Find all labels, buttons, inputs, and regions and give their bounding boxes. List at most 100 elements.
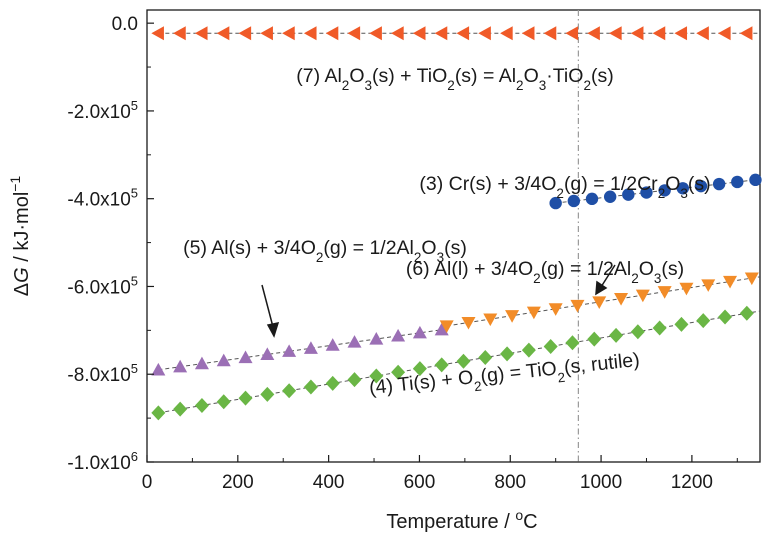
y-tick-label: 0.0 — [112, 14, 138, 35]
x-tick-label: 400 — [313, 472, 345, 493]
data-point — [391, 26, 404, 41]
data-point — [461, 316, 476, 330]
data-point — [570, 299, 585, 313]
data-point — [676, 182, 690, 195]
data-point — [347, 372, 362, 388]
data-point — [565, 26, 579, 41]
data-point — [696, 313, 711, 329]
ticks-layer: 0 200 400 600 800 1000 1200 0.0 -2.0x105 -4.0x105… — [67, 14, 738, 493]
data-point — [325, 26, 339, 41]
data-point — [434, 357, 449, 373]
data-point — [260, 386, 275, 402]
series-3 — [151, 322, 449, 376]
y-tick-label: -8.0x105 — [67, 361, 138, 386]
series-1 — [151, 26, 760, 41]
data-point — [434, 322, 449, 336]
data-point — [567, 194, 581, 208]
arrow-al-solid — [261, 284, 280, 338]
equation-label-2: (3) Cr(s) + 3/4O2(g) = 1/2Cr2O3(s) — [419, 173, 710, 201]
data-point — [194, 356, 209, 370]
data-point — [303, 26, 317, 41]
data-point — [216, 26, 230, 41]
data-point — [369, 368, 384, 384]
data-point — [609, 327, 624, 343]
fit-line — [446, 276, 761, 327]
data-point — [614, 293, 629, 306]
x-tick-label: 1200 — [671, 472, 713, 493]
data-point — [456, 26, 470, 41]
data-point — [712, 177, 726, 191]
x-axis-title: Temperature / oC — [386, 507, 537, 533]
data-point — [543, 338, 558, 354]
x-tick-label: 600 — [404, 472, 436, 493]
data-point — [749, 173, 762, 187]
data-point — [731, 175, 744, 189]
data-point — [521, 342, 536, 358]
data-point — [303, 341, 318, 354]
equation-label-4: (6) Al(l) + 3/4O2(g) = 1/2Al2O3(s) — [406, 258, 684, 286]
equation-label-3: (5) Al(s) + 3/4O2(g) = 1/2Al2O3(s) — [183, 237, 467, 265]
data-point — [238, 26, 252, 41]
data-point — [325, 338, 340, 351]
data-point — [260, 26, 273, 41]
data-point — [391, 364, 406, 380]
data-point — [369, 26, 382, 41]
data-point — [456, 353, 471, 369]
data-point — [483, 313, 498, 327]
data-point — [739, 26, 753, 41]
fit-line — [158, 310, 761, 414]
data-point — [696, 26, 709, 41]
data-point — [347, 26, 361, 41]
fit-line — [555, 179, 756, 204]
data-point — [565, 335, 580, 351]
series-5 — [151, 305, 761, 421]
data-point — [194, 26, 208, 41]
data-point — [412, 26, 426, 41]
data-point — [434, 26, 448, 41]
data-point — [173, 26, 186, 41]
data-point — [609, 26, 622, 41]
data-point — [391, 328, 406, 342]
data-point — [679, 282, 694, 296]
data-point — [478, 26, 491, 41]
data-point — [151, 362, 166, 376]
data-point — [526, 306, 541, 320]
data-point — [173, 401, 188, 417]
data-point — [347, 335, 362, 348]
data-point — [369, 331, 384, 345]
data-point — [744, 272, 759, 286]
data-point — [587, 331, 602, 347]
data-point — [694, 179, 708, 193]
data-point — [505, 310, 520, 323]
data-point — [260, 347, 275, 361]
data-point — [592, 296, 607, 310]
data-point — [640, 186, 653, 199]
arrow-al-liquid — [595, 264, 616, 296]
data-point — [630, 324, 645, 340]
data-point — [549, 196, 562, 210]
data-point — [325, 375, 340, 391]
data-point — [303, 379, 318, 395]
equation-label-1: (7) Al2O3(s) + TiO2(s) = Al2O3·TiO2(s) — [296, 65, 613, 93]
plot-frame — [146, 9, 761, 463]
data-point — [718, 26, 731, 41]
data-point — [657, 286, 672, 299]
y-tick-label: -4.0x105 — [67, 186, 138, 211]
data-point — [718, 309, 733, 325]
data-point — [238, 350, 253, 364]
data-point — [723, 275, 738, 289]
data-point — [658, 184, 671, 197]
x-tick-label: 1000 — [580, 472, 622, 493]
data-point — [622, 188, 635, 201]
data-point — [151, 405, 166, 421]
data-point — [585, 192, 599, 206]
data-point — [548, 303, 563, 316]
data-point — [674, 316, 689, 332]
annotations-layer: (7) Al2O3(s) + TiO2(s) = Al2O3·TiO2(s) (3… — [183, 65, 711, 399]
y-tick-label: -2.0x105 — [67, 98, 138, 123]
data-point — [630, 26, 644, 41]
series-2 — [549, 173, 762, 210]
data-point — [478, 350, 493, 366]
data-point — [543, 26, 557, 41]
